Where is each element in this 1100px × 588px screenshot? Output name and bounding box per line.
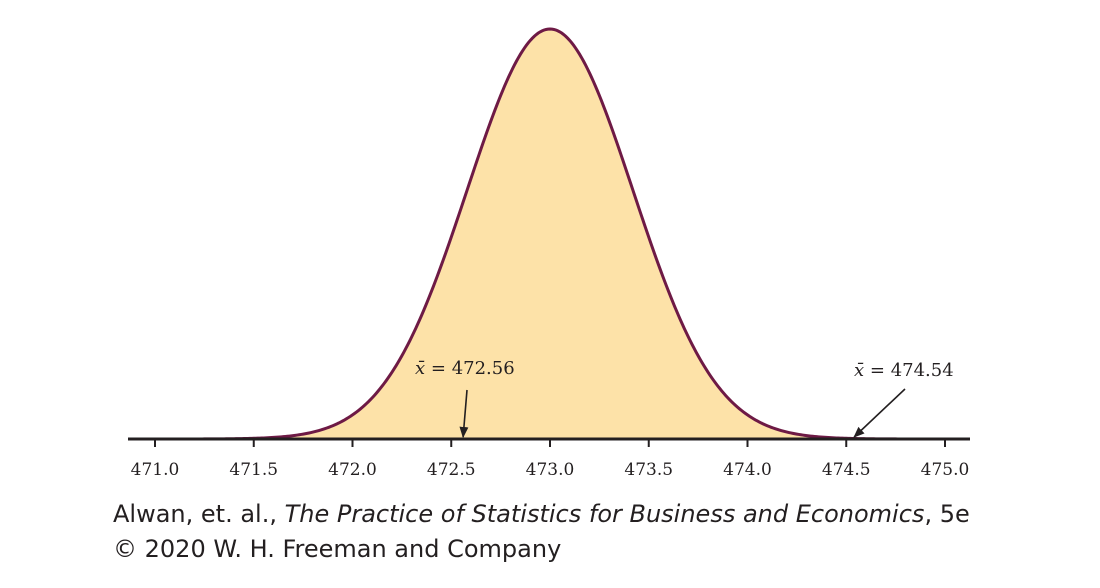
annotations: x̄ = 472.56 x̄ = 474.54: [415, 358, 954, 439]
citation-authors: Alwan, et. al.,: [113, 500, 285, 528]
annotation-value: 472.56: [452, 358, 515, 379]
annotation-arrow: [459, 389, 469, 439]
x-tick-label: 475.0: [921, 460, 970, 480]
equals-sign: =: [425, 358, 452, 379]
xbar-symbol: x̄: [415, 358, 425, 379]
annotation-474-54: x̄ = 474.54: [853, 360, 954, 438]
equals-sign: =: [864, 360, 891, 381]
citation: Alwan, et. al., The Practice of Statisti…: [113, 502, 970, 526]
x-tick-label: 471.5: [229, 460, 278, 480]
density-curve-group: [154, 27, 946, 441]
x-tick-label: 473.5: [624, 460, 673, 480]
x-tick-label: 474.5: [822, 460, 871, 480]
annotation-472-56: x̄ = 472.56: [415, 358, 515, 439]
citation-book-title: The Practice of Statistics for Business …: [284, 500, 925, 528]
x-tick-label: 472.0: [328, 460, 377, 480]
x-tick-label: 473.0: [526, 460, 575, 480]
citation-edition: , 5e: [924, 500, 970, 528]
annotation-label: x̄ = 472.56: [415, 358, 515, 379]
x-axis: 471.0 471.5 472.0 472.5 473.0 473.5 474.0 474.5…: [128, 437, 970, 480]
chart: 471.0 471.5 472.0 472.5 473.0 473.5 474.0 474.5…: [128, 27, 970, 480]
x-tick-label: 474.0: [723, 460, 772, 480]
density-curve: [154, 27, 946, 441]
copyright: © 2020 W. H. Freeman and Company: [113, 535, 562, 563]
annotation-label: x̄ = 474.54: [854, 360, 954, 381]
annotation-arrow: [853, 388, 906, 438]
x-tick-label: 472.5: [427, 460, 476, 480]
xbar-symbol: x̄: [854, 360, 864, 381]
x-tick-label: 471.0: [131, 460, 180, 480]
density-area: [155, 29, 945, 439]
annotation-value: 474.54: [891, 360, 954, 381]
